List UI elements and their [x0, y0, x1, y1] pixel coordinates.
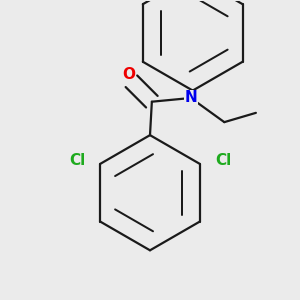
Text: Cl: Cl [69, 153, 85, 168]
Text: O: O [122, 67, 135, 82]
Text: N: N [184, 91, 197, 106]
Text: Cl: Cl [215, 153, 231, 168]
